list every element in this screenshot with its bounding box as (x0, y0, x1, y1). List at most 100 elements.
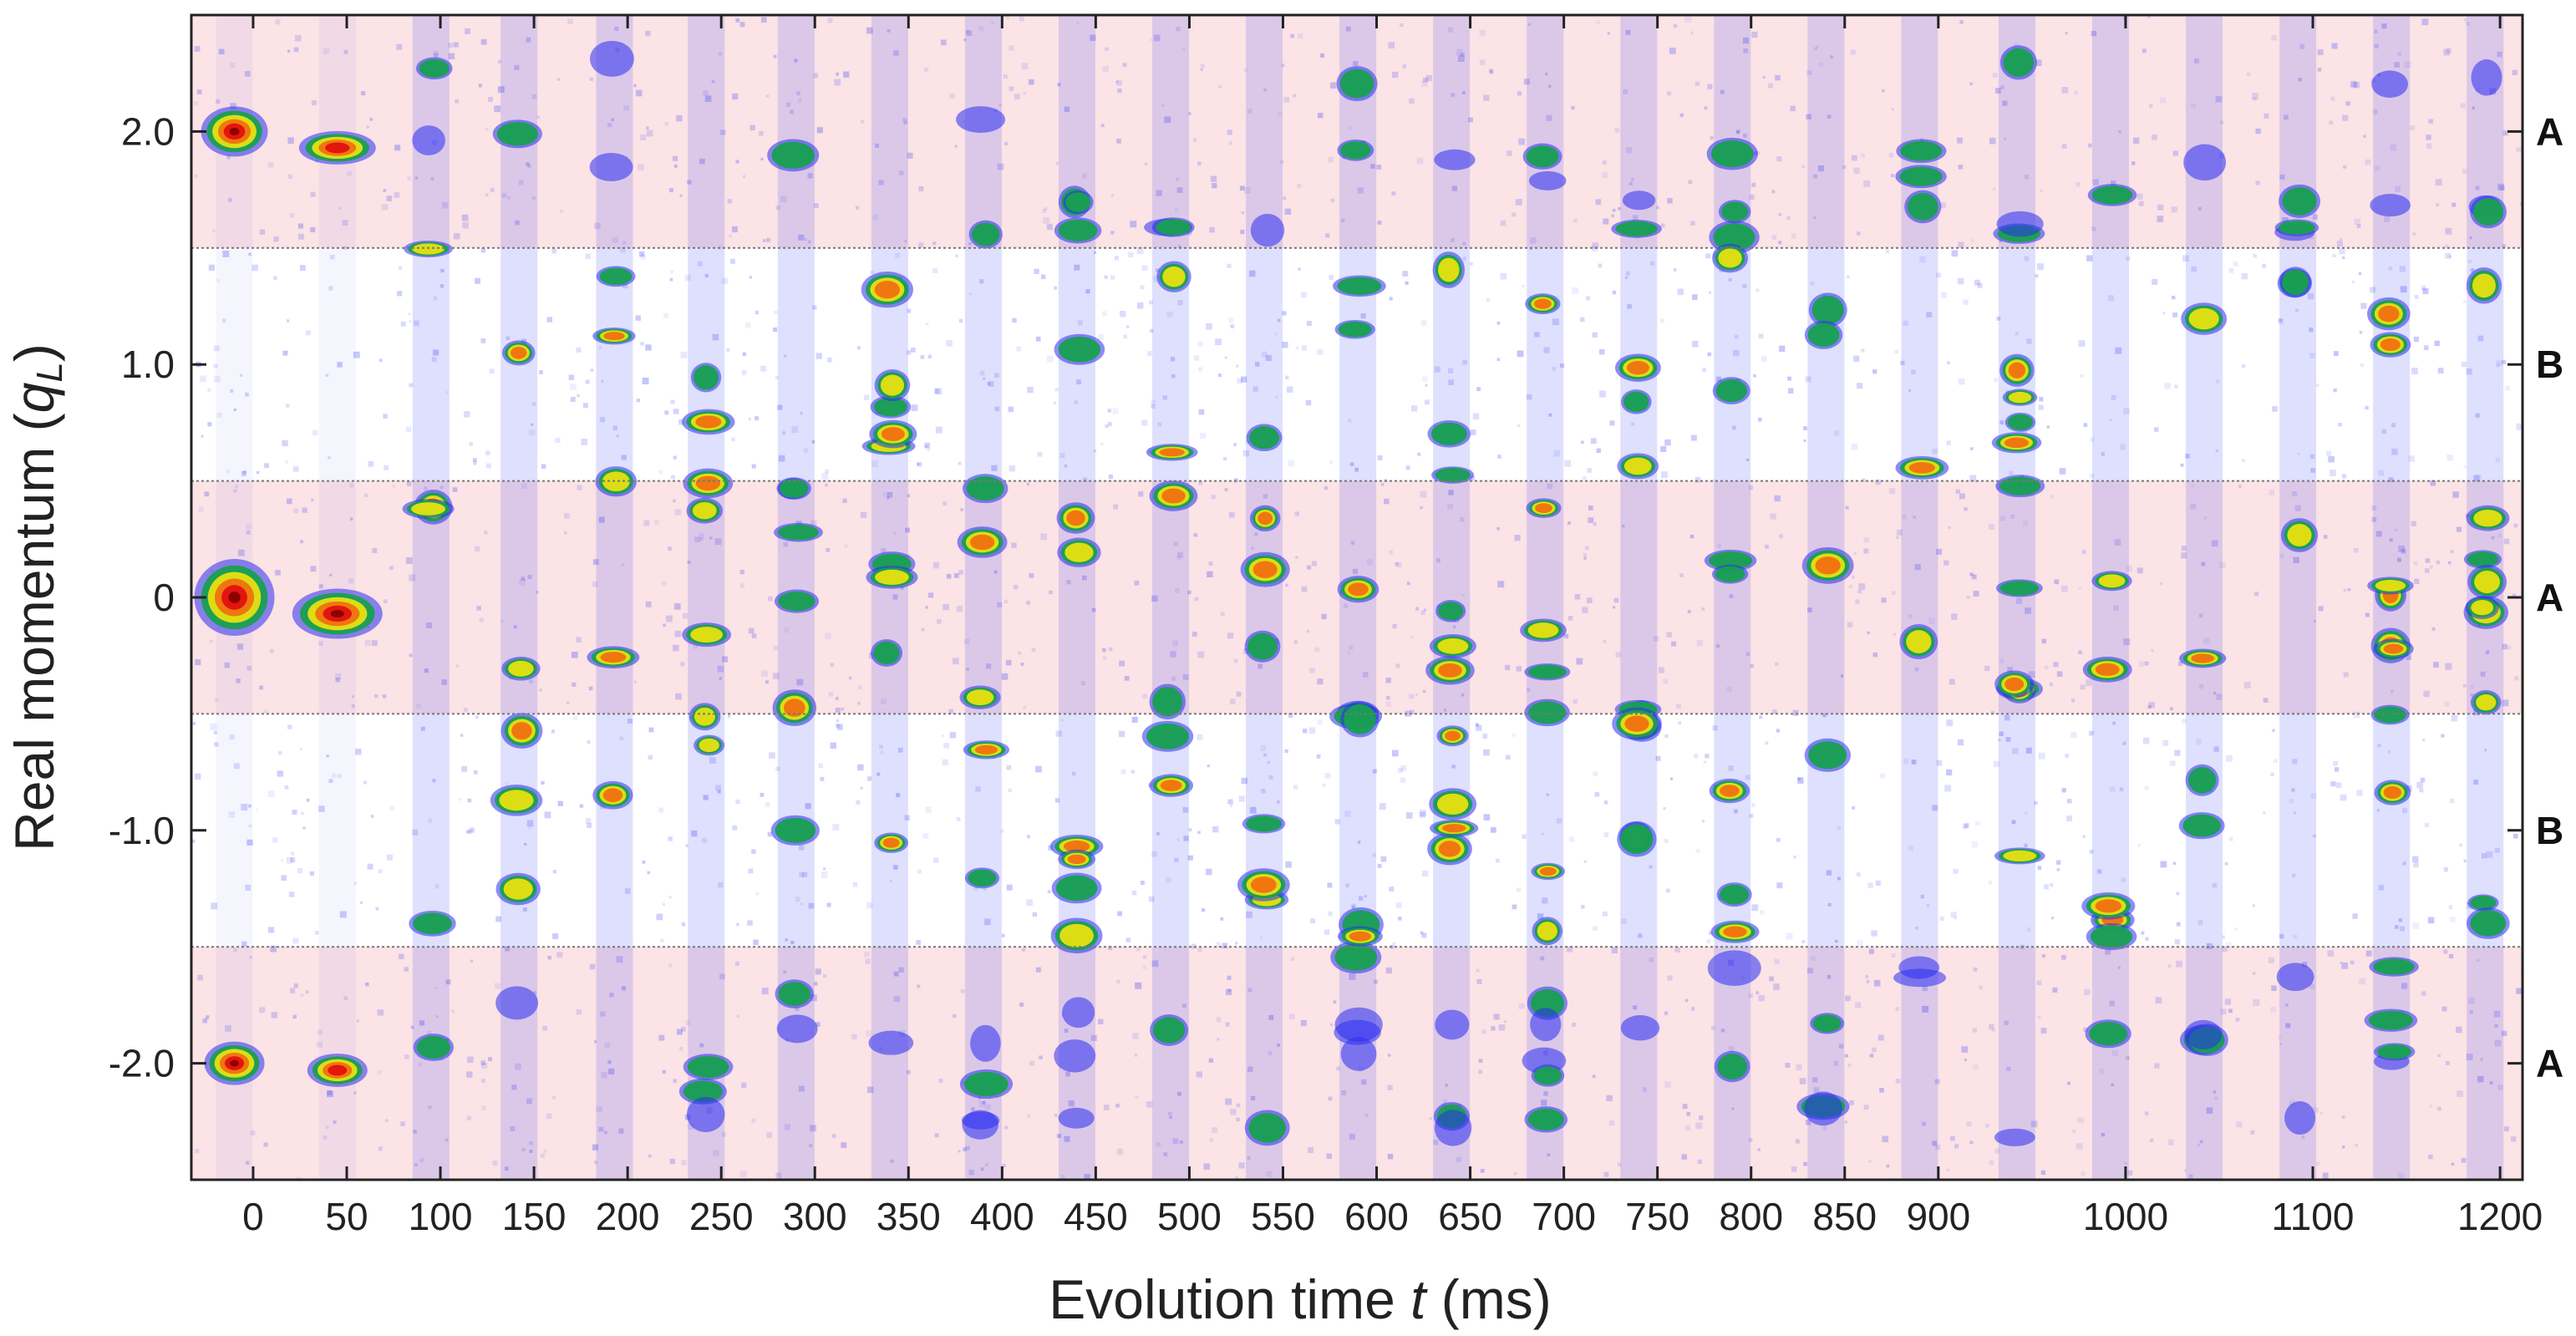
noise-speck (609, 993, 614, 998)
column-streak (1152, 15, 1190, 1180)
peak-layer (771, 141, 815, 169)
noise-speck (1947, 361, 1950, 365)
noise-speck (994, 406, 1000, 412)
noise-speck (827, 18, 833, 23)
noise-speck (1392, 71, 1399, 79)
noise-speck (2489, 1081, 2493, 1085)
noise-speck (1660, 223, 1665, 228)
noise-speck (949, 93, 955, 99)
noise-speck (589, 963, 596, 970)
noise-speck (966, 30, 973, 37)
noise-speck (2292, 759, 2298, 765)
noise-speck (1188, 828, 1192, 832)
noise-speck (292, 810, 297, 815)
noise-speck (966, 668, 969, 671)
noise-speck (1460, 53, 1465, 57)
noise-speck (1994, 1148, 2000, 1154)
noise-speck (1153, 34, 1161, 42)
noise-speck (680, 351, 688, 358)
column-streak (1433, 15, 1471, 1180)
noise-speck (587, 823, 592, 829)
noise-speck (1517, 424, 1521, 427)
noise-speck (1134, 580, 1140, 586)
noise-speck (2224, 862, 2228, 866)
noise-speck (807, 240, 811, 244)
noise-speck (727, 714, 731, 719)
noise-speck (461, 214, 469, 221)
noise-speck (2494, 847, 2500, 853)
noise-speck (732, 93, 739, 100)
noise-speck (1608, 1120, 1615, 1126)
noise-speck (1805, 376, 1811, 383)
noise-speck (2238, 485, 2242, 488)
noise-speck (1667, 91, 1672, 96)
noise-speck (1326, 1153, 1332, 1159)
noise-speck (2197, 207, 2202, 211)
noise-speck (305, 990, 309, 993)
noise-speck (1770, 513, 1776, 520)
peak-layer (1707, 950, 1761, 986)
noise-speck (1855, 1002, 1862, 1008)
noise-speck (699, 1043, 704, 1048)
noise-speck (956, 816, 961, 821)
noise-speck (585, 253, 591, 259)
noise-speck (353, 881, 358, 885)
noise-speck (1318, 113, 1324, 119)
noise-speck (1019, 16, 1024, 22)
noise-speck (1771, 235, 1777, 240)
noise-speck (2070, 698, 2076, 703)
noise-speck (311, 498, 314, 501)
noise-speck (1026, 835, 1030, 839)
noise-speck (2066, 1081, 2070, 1085)
noise-speck (897, 747, 903, 753)
peak-layer (589, 152, 633, 181)
noise-speck (668, 188, 673, 193)
noise-speck (2317, 68, 2322, 72)
noise-speck (1690, 1007, 1695, 1011)
noise-speck (765, 680, 770, 684)
noise-speck (830, 663, 835, 668)
noise-speck (1868, 948, 1874, 954)
noise-speck (1105, 424, 1109, 429)
noise-speck (1456, 48, 1463, 56)
noise-speck (2176, 960, 2182, 968)
noise-speck (997, 163, 1004, 170)
column-streak (2186, 15, 2223, 1180)
noise-speck (1790, 105, 1796, 112)
noise-speck (1552, 366, 1557, 371)
noise-speck (1123, 334, 1128, 339)
noise-speck (1857, 383, 1863, 389)
noise-speck (2411, 521, 2416, 526)
noise-speck (1950, 912, 1957, 918)
noise-speck (2169, 760, 2176, 766)
noise-speck (1588, 505, 1593, 511)
noise-speck (2370, 287, 2376, 293)
noise-speck (1971, 239, 1974, 242)
noise-speck (1710, 1026, 1715, 1030)
noise-speck (2421, 18, 2429, 26)
noise-speck (2309, 353, 2315, 358)
noise-speck (2282, 216, 2289, 224)
noise-speck (1580, 317, 1585, 323)
noise-speck (455, 664, 459, 668)
noise-speck (1196, 1071, 1202, 1078)
noise-speck (1227, 632, 1234, 639)
peak-layer (1999, 581, 2040, 596)
noise-speck (431, 357, 437, 363)
noise-speck (1328, 156, 1334, 163)
noise-speck (1417, 452, 1421, 456)
noise-speck (2395, 185, 2401, 192)
noise-speck (2450, 550, 2454, 554)
noise-speck (1191, 943, 1197, 949)
noise-speck (1090, 1034, 1097, 1041)
noise-speck (2343, 672, 2349, 678)
noise-speck (1029, 1060, 1035, 1066)
noise-speck (1130, 770, 1135, 774)
noise-speck (248, 252, 252, 257)
noise-speck (1778, 241, 1782, 245)
noise-speck (1131, 716, 1138, 723)
noise-speck (1664, 1081, 1672, 1089)
noise-speck (2451, 1162, 2455, 1166)
noise-speck (1914, 564, 1921, 571)
noise-speck (1236, 1117, 1240, 1122)
